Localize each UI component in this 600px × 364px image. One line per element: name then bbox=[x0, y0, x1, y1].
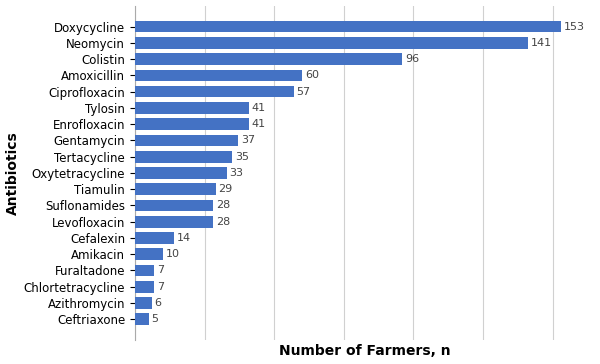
Text: 7: 7 bbox=[157, 265, 164, 276]
Bar bbox=[135, 248, 163, 260]
Bar bbox=[135, 86, 293, 98]
Text: 96: 96 bbox=[405, 54, 419, 64]
Bar bbox=[135, 183, 216, 195]
Bar bbox=[135, 151, 232, 162]
Y-axis label: Antibiotics: Antibiotics bbox=[5, 131, 20, 215]
Bar bbox=[135, 21, 561, 32]
Bar bbox=[135, 199, 213, 211]
Bar bbox=[135, 135, 238, 146]
Bar bbox=[135, 265, 154, 276]
Text: 7: 7 bbox=[157, 282, 164, 292]
Text: 28: 28 bbox=[216, 217, 230, 227]
X-axis label: Number of Farmers, n: Number of Farmers, n bbox=[279, 344, 451, 359]
Bar bbox=[135, 37, 527, 49]
Bar bbox=[135, 102, 249, 114]
Bar bbox=[135, 281, 154, 293]
Text: 6: 6 bbox=[154, 298, 161, 308]
Text: 14: 14 bbox=[177, 233, 191, 243]
Text: 60: 60 bbox=[305, 70, 319, 80]
Text: 153: 153 bbox=[564, 21, 585, 32]
Text: 41: 41 bbox=[252, 103, 266, 113]
Text: 28: 28 bbox=[216, 201, 230, 210]
Text: 57: 57 bbox=[296, 87, 311, 96]
Text: 5: 5 bbox=[152, 314, 158, 324]
Text: 37: 37 bbox=[241, 135, 255, 145]
Text: 29: 29 bbox=[218, 184, 233, 194]
Bar bbox=[135, 167, 227, 179]
Text: 141: 141 bbox=[530, 38, 551, 48]
Bar bbox=[135, 232, 174, 244]
Bar bbox=[135, 313, 149, 325]
Text: 10: 10 bbox=[166, 249, 179, 259]
Text: 33: 33 bbox=[230, 168, 244, 178]
Bar bbox=[135, 70, 302, 81]
Text: 41: 41 bbox=[252, 119, 266, 129]
Bar bbox=[135, 53, 402, 65]
Bar bbox=[135, 297, 152, 309]
Bar bbox=[135, 118, 249, 130]
Text: 35: 35 bbox=[235, 152, 249, 162]
Bar bbox=[135, 216, 213, 228]
